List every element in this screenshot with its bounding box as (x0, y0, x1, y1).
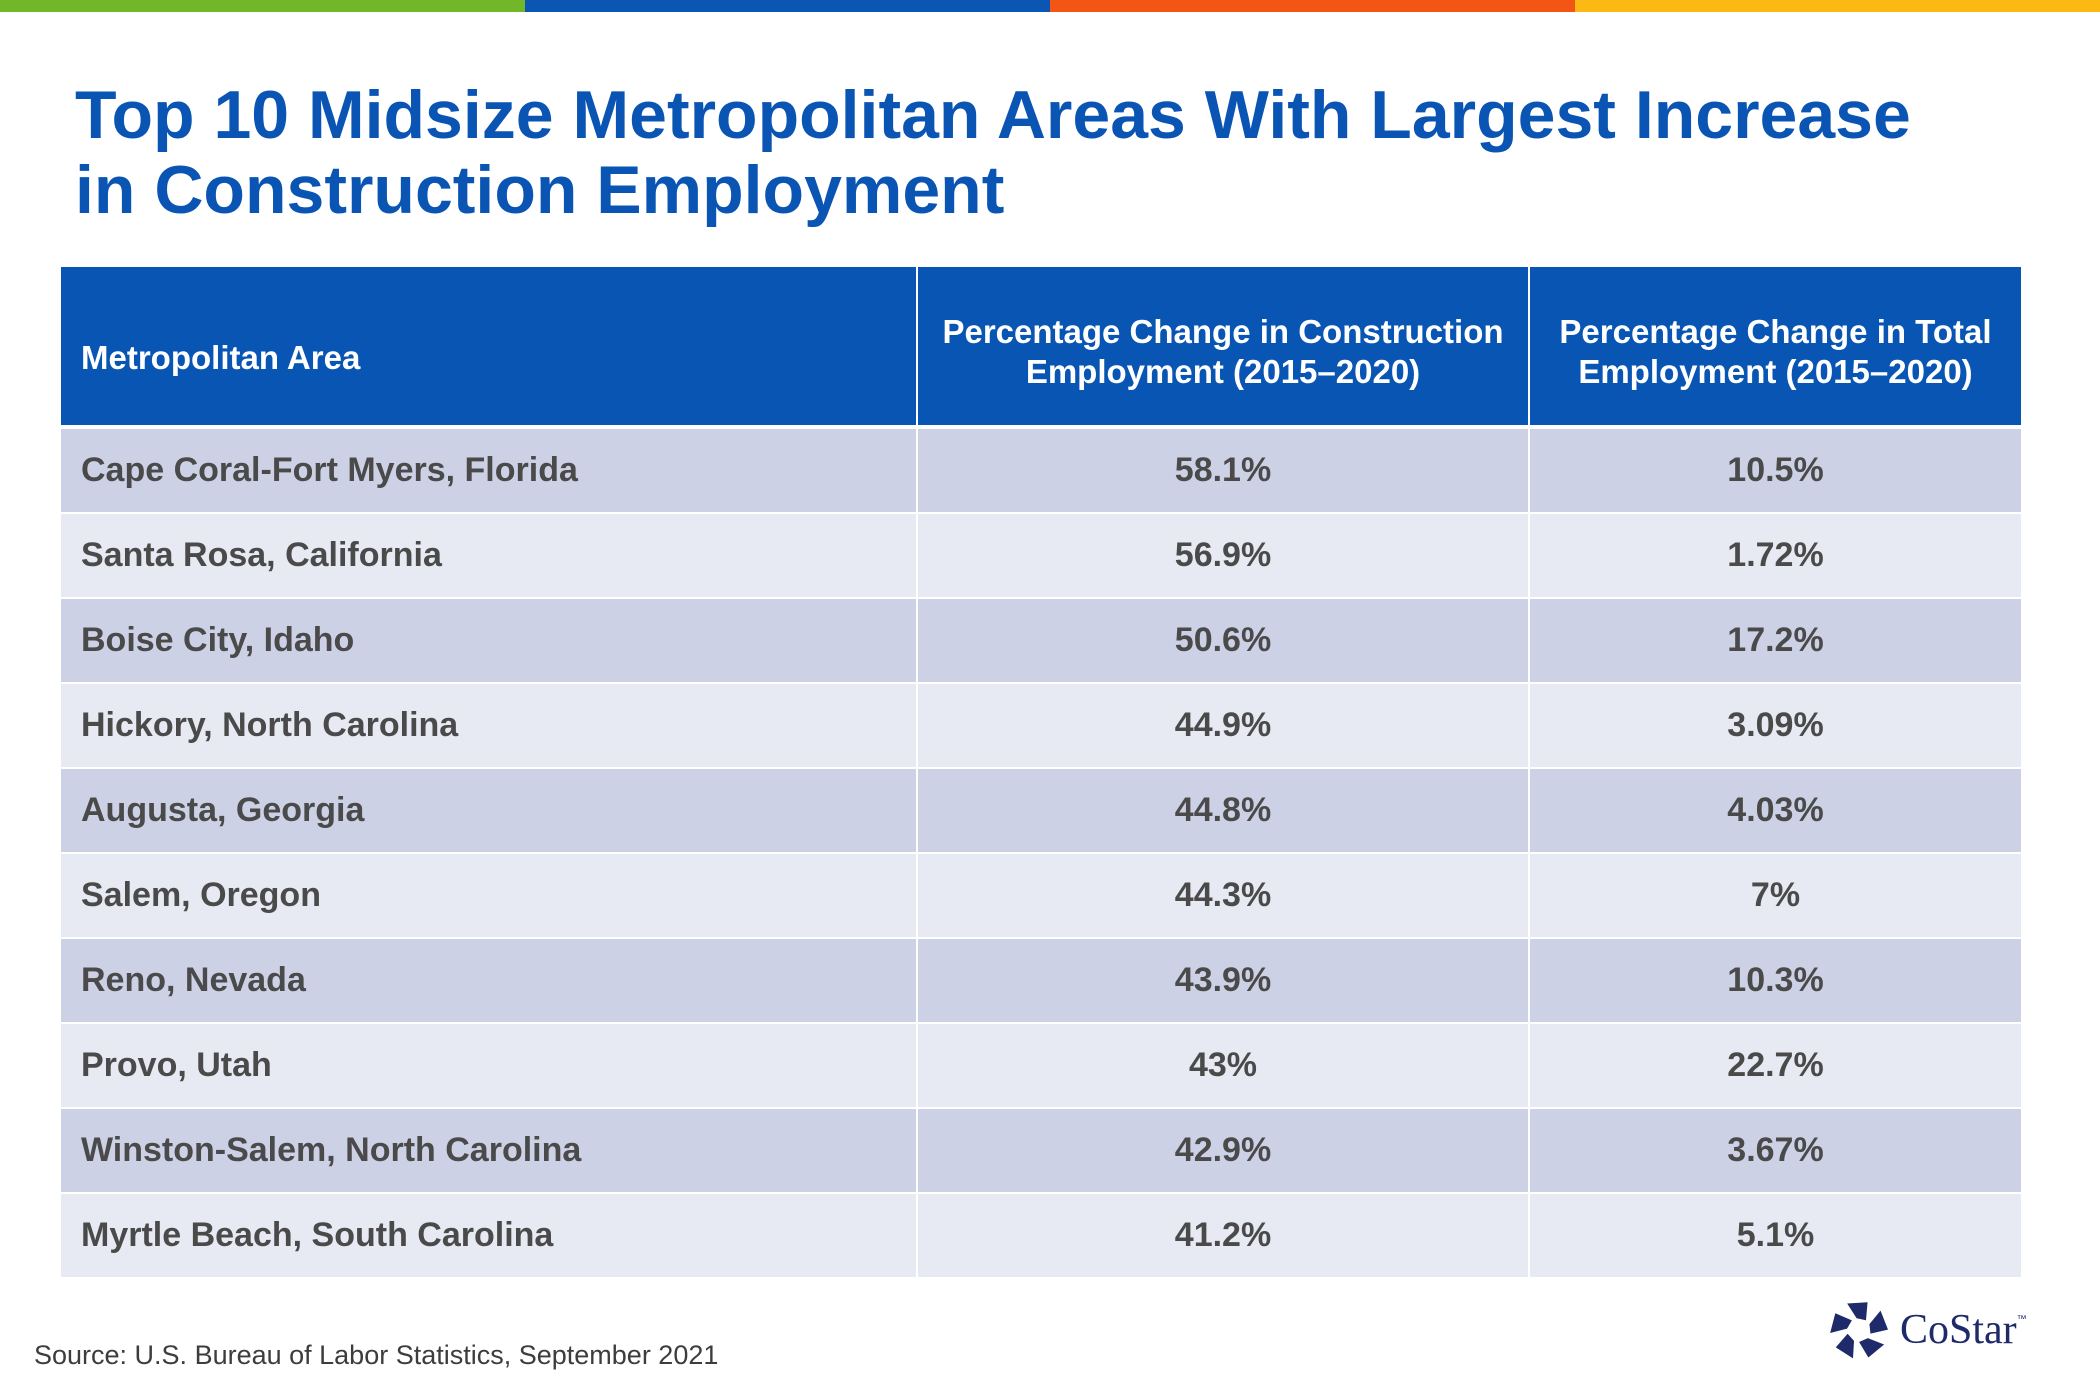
cell-metropolitan-area: Cape Coral-Fort Myers, Florida (61, 427, 918, 514)
logo-wedge (1847, 1302, 1868, 1321)
table-row: Hickory, North Carolina 44.9% 3.09% (61, 683, 2021, 769)
cell-construction-change: 41.2% (917, 1193, 1530, 1279)
data-table-container: Metropolitan Area Percentage Change in C… (61, 267, 2021, 1279)
cell-total-change: 17.2% (1529, 598, 2021, 684)
cell-metropolitan-area: Salem, Oregon (61, 853, 918, 939)
table-header: Metropolitan Area Percentage Change in C… (61, 267, 2021, 429)
cell-construction-change: 43% (917, 1023, 1530, 1109)
cell-total-change: 10.5% (1529, 427, 2021, 514)
cell-total-change: 22.7% (1529, 1023, 2021, 1109)
table-row: Salem, Oregon 44.3% 7% (61, 853, 2021, 939)
column-header-total-change: Percentage Change in Total Employment (2… (1529, 267, 2021, 429)
table-row: Cape Coral-Fort Myers, Florida 58.1% 10.5% (61, 427, 2021, 514)
cell-metropolitan-area: Myrtle Beach, South Carolina (61, 1193, 918, 1279)
color-bar-orange (1050, 0, 1575, 12)
table-row: Myrtle Beach, South Carolina 41.2% 5.1% (61, 1193, 2021, 1279)
data-table: Metropolitan Area Percentage Change in C… (61, 267, 2021, 1279)
cell-metropolitan-area: Santa Rosa, California (61, 513, 918, 599)
column-header-line: Employment (2015–2020) (1025, 353, 1421, 390)
table-row: Santa Rosa, California 56.9% 1.72% (61, 513, 2021, 599)
cell-total-change: 1.72% (1529, 513, 2021, 599)
cell-metropolitan-area: Provo, Utah (61, 1023, 918, 1109)
color-bar (0, 0, 2100, 12)
column-header-line: Percentage Change in Total (1559, 313, 1992, 350)
title-line-1: Top 10 Midsize Metropolitan Areas With L… (75, 77, 1911, 153)
cell-construction-change: 44.9% (917, 683, 1530, 769)
logo-wedge (1869, 1310, 1888, 1334)
table-body: Cape Coral-Fort Myers, Florida 58.1% 10.5%… (61, 427, 2021, 1279)
cell-total-change: 7% (1529, 853, 2021, 939)
cell-metropolitan-area: Winston-Salem, North Carolina (61, 1108, 918, 1194)
cell-construction-change: 50.6% (917, 598, 1530, 684)
cell-construction-change: 56.9% (917, 513, 1530, 599)
slide-title: Top 10 Midsize Metropolitan Areas With L… (75, 78, 2025, 228)
cell-construction-change: 42.9% (917, 1108, 1530, 1194)
cell-total-change: 3.09% (1529, 683, 2021, 769)
logo-wedge (1830, 1313, 1852, 1334)
column-header-line: Employment (2015–2020) (1578, 353, 1973, 390)
color-bar-yellow (1575, 0, 2100, 12)
logo-text: CoStar (1900, 1307, 2017, 1353)
color-bar-blue (525, 0, 1050, 12)
source-note: Source: U.S. Bureau of Labor Statistics,… (34, 1340, 719, 1370)
cell-construction-change: 58.1% (917, 427, 1530, 514)
costar-logo: CoStar ™ (1826, 1298, 2027, 1362)
cell-metropolitan-area: Boise City, Idaho (61, 598, 918, 684)
column-header-metropolitan-area: Metropolitan Area (61, 267, 918, 429)
table-row: Provo, Utah 43% 22.7% (61, 1023, 2021, 1109)
table-row: Reno, Nevada 43.9% 10.3% (61, 938, 2021, 1024)
logo-wedge (1859, 1338, 1885, 1358)
logo-trademark: ™ (2016, 1314, 2027, 1325)
cell-construction-change: 43.9% (917, 938, 1530, 1024)
cell-construction-change: 44.8% (917, 768, 1530, 854)
costar-star-icon (1826, 1299, 1892, 1361)
logo-wedge (1835, 1333, 1855, 1359)
column-header-line: Percentage Change in Construction (942, 313, 1504, 350)
cell-total-change: 10.3% (1529, 938, 2021, 1024)
header-row: Metropolitan Area Percentage Change in C… (61, 267, 2021, 429)
cell-construction-change: 44.3% (917, 853, 1530, 939)
table-row: Augusta, Georgia 44.8% 4.03% (61, 768, 2021, 854)
cell-metropolitan-area: Reno, Nevada (61, 938, 918, 1024)
table-row: Winston-Salem, North Carolina 42.9% 3.67% (61, 1108, 2021, 1194)
color-bar-green (0, 0, 525, 12)
column-header-construction-change: Percentage Change in Construction Employ… (917, 267, 1530, 429)
cell-total-change: 4.03% (1529, 768, 2021, 854)
table-row: Boise City, Idaho 50.6% 17.2% (61, 598, 2021, 684)
column-header-line: Metropolitan Area (81, 339, 361, 376)
title-line-2: in Construction Employment (75, 152, 1005, 228)
cell-total-change: 5.1% (1529, 1193, 2021, 1279)
cell-metropolitan-area: Hickory, North Carolina (61, 683, 918, 769)
cell-metropolitan-area: Augusta, Georgia (61, 768, 918, 854)
cell-total-change: 3.67% (1529, 1108, 2021, 1194)
